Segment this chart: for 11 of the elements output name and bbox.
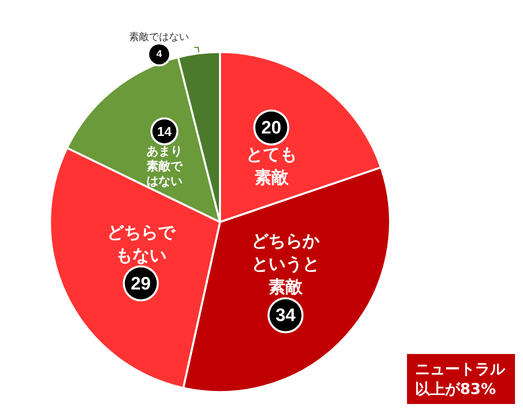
slice-label: とても素敵 [246,144,297,188]
data-label: 14 [157,124,172,139]
text: ニュートラル以上が83% [415,360,506,398]
slice-label: どちらかというと素敵 [252,232,321,298]
data-label: 4 [156,48,162,60]
slice-label: あまり素敵ではない [146,144,184,188]
data-label: 20 [261,117,282,138]
slice-label: 素敵ではない [129,30,190,43]
data-label: 34 [276,305,296,326]
slice-label: どちらでもない [106,222,176,266]
data-label: 29 [130,273,151,294]
